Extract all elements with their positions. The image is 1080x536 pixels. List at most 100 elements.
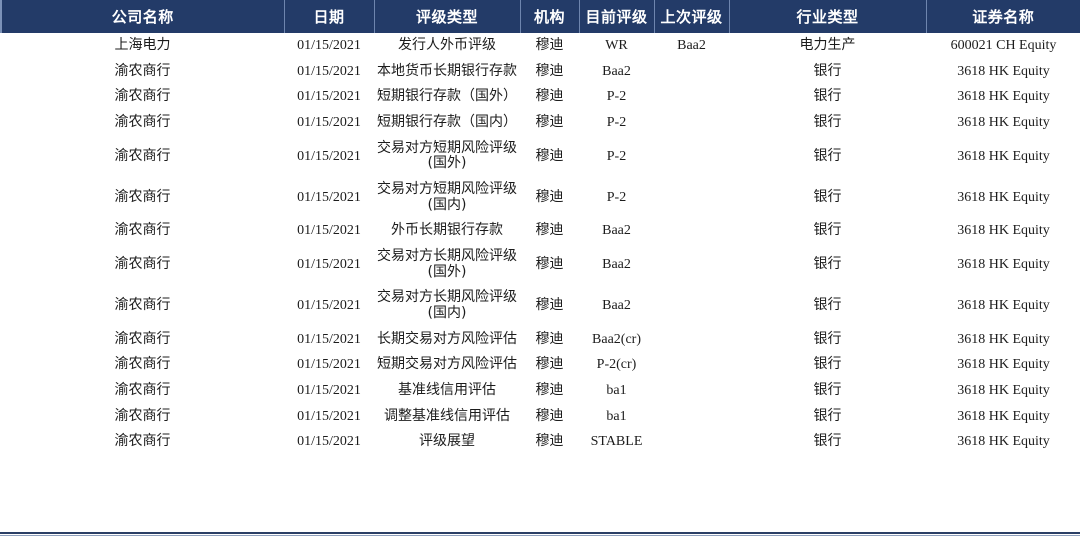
table-row[interactable]: 渝农商行 01/15/2021 基准线信用评估 穆迪 ba1 银行 3618 HK Equi…	[1, 378, 1080, 404]
column-header-company[interactable]: 公司名称	[0, 0, 285, 33]
cell-agency: 穆迪	[520, 429, 579, 456]
cell-industry: 银行	[729, 110, 926, 136]
cell-agency: 穆迪	[520, 177, 579, 219]
cell-security: 3618 HK Equity	[926, 378, 1080, 404]
cell-company: 渝农商行	[1, 177, 284, 219]
cell-previous	[654, 218, 729, 245]
cell-agency: 穆迪	[520, 378, 579, 404]
cell-type: 长期交易对方风险评估	[374, 326, 520, 353]
column-header-current[interactable]: 目前评级	[578, 0, 655, 33]
cell-type: 短期银行存款（国外）	[374, 84, 520, 111]
table-row[interactable]: 渝农商行 01/15/2021 调整基准线信用评估 穆迪 ba1 银行 3618 HK Eq…	[1, 403, 1080, 430]
cell-date: 01/15/2021	[284, 33, 374, 59]
cell-current: WR	[579, 33, 654, 59]
cell-date: 01/15/2021	[284, 326, 374, 353]
cell-security: 3618 HK Equity	[926, 244, 1080, 286]
table-row[interactable]: 渝农商行 01/15/2021 本地货币长期银行存款 穆迪 Baa2 银行 3618 HK …	[1, 58, 1080, 85]
cell-agency: 穆迪	[520, 403, 579, 430]
cell-current: P-2	[579, 110, 654, 136]
cell-industry: 银行	[729, 285, 926, 327]
cell-type: 外币长期银行存款	[374, 218, 520, 245]
cell-company: 渝农商行	[1, 429, 284, 456]
cell-industry: 银行	[729, 58, 926, 85]
table-row[interactable]: 渝农商行 01/15/2021 外币长期银行存款 穆迪 Baa2 银行 3618 HK Eq…	[1, 218, 1080, 245]
cell-company: 渝农商行	[1, 352, 284, 379]
table-row[interactable]: 渝农商行 01/15/2021 交易对方长期风险评级(国外) 穆迪 Baa2 银行 3618…	[1, 244, 1080, 286]
cell-type: 基准线信用评估	[374, 378, 520, 404]
cell-security: 3618 HK Equity	[926, 429, 1080, 456]
column-header-previous[interactable]: 上次评级	[653, 0, 730, 33]
table-row[interactable]: 上海电力 01/15/2021 发行人外币评级 穆迪 WR Baa2 电力生产 600021 …	[1, 33, 1080, 59]
table-row[interactable]: 渝农商行 01/15/2021 短期交易对方风险评估 穆迪 P-2(cr) 银行 3618 …	[1, 352, 1080, 379]
cell-current: Baa2	[579, 218, 654, 245]
cell-company: 渝农商行	[1, 378, 284, 404]
cell-industry: 银行	[729, 352, 926, 379]
cell-security: 3618 HK Equity	[926, 177, 1080, 219]
cell-date: 01/15/2021	[284, 352, 374, 379]
cell-previous	[654, 352, 729, 379]
cell-company: 渝农商行	[1, 244, 284, 286]
cell-security: 3618 HK Equity	[926, 352, 1080, 379]
cell-company: 上海电力	[1, 33, 284, 59]
column-header-industry[interactable]: 行业类型	[728, 0, 927, 33]
cell-previous	[654, 84, 729, 111]
cell-security: 3618 HK Equity	[926, 403, 1080, 430]
column-header-type[interactable]: 评级类型	[373, 0, 521, 33]
cell-previous	[654, 110, 729, 136]
cell-type: 本地货币长期银行存款	[374, 58, 520, 85]
cell-date: 01/15/2021	[284, 285, 374, 327]
cell-agency: 穆迪	[520, 244, 579, 286]
table-row[interactable]: 渝农商行 01/15/2021 评级展望 穆迪 STABLE 银行 3618 HK Equi…	[1, 429, 1080, 456]
table-row[interactable]: 渝农商行 01/15/2021 交易对方短期风险评级(国外) 穆迪 P-2 银行 3618 …	[1, 135, 1080, 178]
table-row[interactable]: 渝农商行 01/15/2021 交易对方短期风险评级(国内) 穆迪 P-2 银行 3618 …	[1, 177, 1080, 219]
table-row[interactable]: 渝农商行 01/15/2021 交易对方长期风险评级(国内) 穆迪 Baa2 银行 3618…	[1, 285, 1080, 327]
cell-date: 01/15/2021	[284, 110, 374, 136]
cell-type: 交易对方长期风险评级(国内)	[374, 285, 520, 327]
cell-security: 3618 HK Equity	[926, 285, 1080, 327]
cell-current: ba1	[579, 403, 654, 430]
cell-industry: 电力生产	[729, 33, 926, 59]
table-header: 公司名称 日期 评级类型 机构 目前评级 上次评级 行业类型 证券名称	[0, 0, 1080, 33]
credit-ratings-table: 公司名称 日期 评级类型 机构 目前评级 上次评级 行业类型 证券名称 上海电力…	[0, 0, 1080, 456]
cell-company: 渝农商行	[1, 403, 284, 430]
cell-type: 评级展望	[374, 429, 520, 456]
cell-previous	[654, 135, 729, 178]
column-header-security[interactable]: 证券名称	[925, 0, 1080, 33]
cell-industry: 银行	[729, 84, 926, 111]
cell-previous	[654, 326, 729, 353]
cell-current: P-2	[579, 135, 654, 178]
cell-date: 01/15/2021	[284, 218, 374, 245]
cell-date: 01/15/2021	[284, 58, 374, 85]
cell-security: 3618 HK Equity	[926, 326, 1080, 353]
column-header-agency[interactable]: 机构	[519, 0, 580, 33]
cell-security: 3618 HK Equity	[926, 218, 1080, 245]
cell-agency: 穆迪	[520, 218, 579, 245]
cell-type: 交易对方长期风险评级(国外)	[374, 244, 520, 286]
cell-security: 3618 HK Equity	[926, 135, 1080, 178]
column-header-date[interactable]: 日期	[283, 0, 375, 33]
cell-type: 短期交易对方风险评估	[374, 352, 520, 379]
cell-current: Baa2	[579, 285, 654, 327]
table-row[interactable]: 渝农商行 01/15/2021 短期银行存款（国外） 穆迪 P-2 银行 3618 HK E…	[1, 84, 1080, 111]
cell-current: P-2(cr)	[579, 352, 654, 379]
cell-company: 渝农商行	[1, 285, 284, 327]
cell-agency: 穆迪	[520, 84, 579, 111]
cell-type: 交易对方短期风险评级(国内)	[374, 177, 520, 219]
cell-previous	[654, 244, 729, 286]
cell-industry: 银行	[729, 177, 926, 219]
table-row[interactable]: 渝农商行 01/15/2021 短期银行存款（国内） 穆迪 P-2 银行 3618 HK E…	[1, 110, 1080, 136]
table-row[interactable]: 渝农商行 01/15/2021 长期交易对方风险评估 穆迪 Baa2(cr) 银行 3618…	[1, 326, 1080, 353]
cell-security: 3618 HK Equity	[926, 84, 1080, 111]
cell-industry: 银行	[729, 135, 926, 178]
cell-company: 渝农商行	[1, 135, 284, 178]
cell-agency: 穆迪	[520, 352, 579, 379]
cell-company: 渝农商行	[1, 110, 284, 136]
cell-previous	[654, 403, 729, 430]
cell-current: P-2	[579, 177, 654, 219]
cell-previous	[654, 285, 729, 327]
cell-industry: 银行	[729, 244, 926, 286]
cell-current: Baa2	[579, 58, 654, 85]
cell-industry: 银行	[729, 378, 926, 404]
cell-current: ba1	[579, 378, 654, 404]
